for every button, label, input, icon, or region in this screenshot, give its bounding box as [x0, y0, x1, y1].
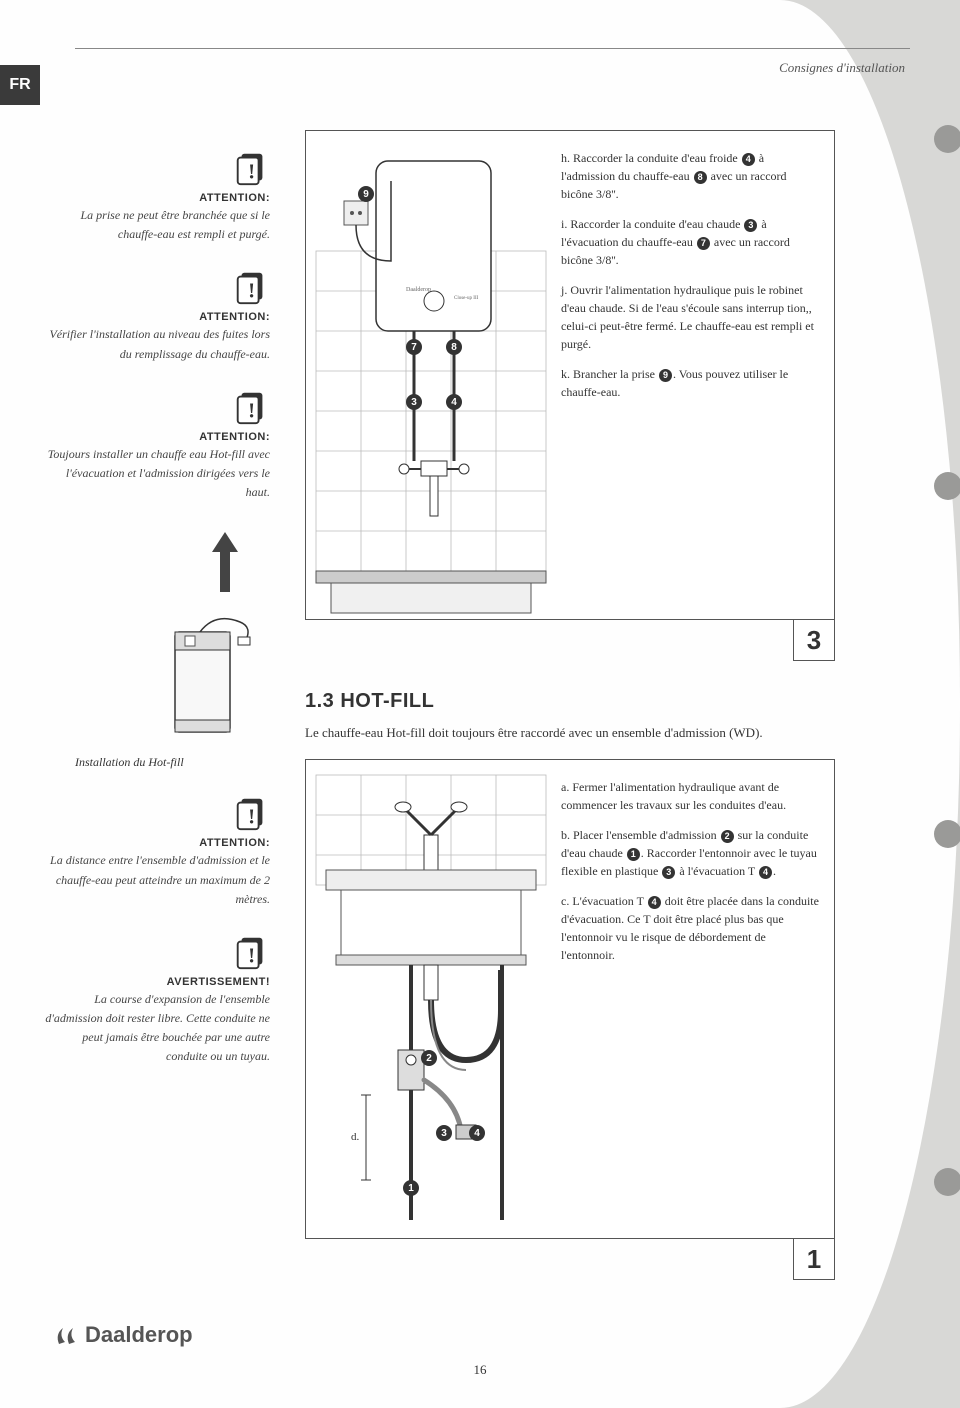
figure-1-box: d. 2 3 4 1 a. Fermer l'alimentation hydr…: [305, 759, 835, 1239]
manual-page: FR Consignes d'installation ! ATTENTION:…: [0, 0, 960, 1408]
attention-title: ATTENTION:: [45, 837, 270, 849]
svg-text:!: !: [248, 398, 255, 422]
language-tab: FR: [0, 65, 40, 105]
figure-3-text: h. Raccorder la conduite d'eau froide 4 …: [556, 131, 834, 619]
attention-icon: !: [232, 150, 270, 188]
figure-1-text: a. Fermer l'alimentation hydraulique ava…: [556, 760, 834, 1238]
figure-3-diagram: Daalderop Close-up III: [306, 131, 556, 619]
figure-number: 1: [793, 1238, 835, 1280]
header-rule: [75, 48, 910, 49]
warning-text: La course d'expansion de l'ensemble d'ad…: [45, 990, 270, 1067]
callout-9: 9: [358, 186, 374, 202]
attention-text: La distance entre l'ensemble d'admission…: [45, 851, 270, 909]
attention-title: ATTENTION:: [45, 192, 270, 204]
callout-2: 2: [421, 1050, 437, 1066]
logo-icon: [55, 1324, 81, 1346]
svg-text:Close-up III: Close-up III: [454, 296, 479, 301]
attention-block: ! ATTENTION: La prise ne peut être branc…: [45, 150, 270, 244]
thumb-dot: [934, 125, 960, 153]
svg-text:Daalderop: Daalderop: [406, 287, 431, 293]
svg-text:!: !: [248, 160, 255, 184]
figure-1-diagram: d. 2 3 4 1: [306, 760, 556, 1238]
main-content: Daalderop Close-up III: [305, 130, 880, 1249]
callout-3: 3: [406, 394, 422, 410]
svg-text:!: !: [248, 279, 255, 303]
callout-8: 8: [446, 339, 462, 355]
callout-3: 3: [436, 1125, 452, 1141]
attention-block: ! ATTENTION: Toujours installer un chauf…: [45, 389, 270, 503]
attention-icon: !: [232, 269, 270, 307]
thumb-dot: [934, 820, 960, 848]
brand-logo: Daalderop: [55, 1322, 193, 1348]
svg-text:!: !: [248, 805, 255, 829]
callout-4: 4: [469, 1125, 485, 1141]
attention-text: La prise ne peut être branchée que si le…: [45, 206, 270, 244]
figure-number: 3: [793, 619, 835, 661]
sidebar: ! ATTENTION: La prise ne peut être branc…: [45, 150, 270, 1092]
callout-4: 4: [446, 394, 462, 410]
svg-text:!: !: [248, 943, 255, 967]
attention-icon: !: [232, 389, 270, 427]
callout-7: 7: [406, 339, 422, 355]
attention-block: ! ATTENTION: La distance entre l'ensembl…: [45, 795, 270, 909]
attention-text: Vérifier l'installation au niveau des fu…: [45, 325, 270, 363]
arrow-up-icon: [210, 527, 240, 602]
hotfill-caption: Installation du Hot-fill: [75, 755, 270, 770]
attention-text: Toujours installer un chauffe eau Hot-fi…: [45, 445, 270, 503]
header-breadcrumb: Consignes d'installation: [779, 60, 905, 76]
attention-icon: !: [232, 795, 270, 833]
attention-title: ATTENTION:: [45, 311, 270, 323]
attention-icon: !: [232, 934, 270, 972]
attention-block: ! ATTENTION: Vérifier l'installation au …: [45, 269, 270, 363]
section-title: 1.3 HOT-FILL: [305, 690, 880, 713]
callout-1: 1: [403, 1180, 419, 1196]
attention-title: ATTENTION:: [45, 431, 270, 443]
thumb-dot: [934, 472, 960, 500]
svg-text:d.: d.: [351, 1131, 360, 1143]
hotfill-heater-illustration: [165, 612, 255, 747]
warning-title: AVERTISSEMENT!: [45, 976, 270, 988]
warning-block: ! AVERTISSEMENT! La course d'expansion d…: [45, 934, 270, 1067]
section-intro: Le chauffe-eau Hot-fill doit toujours êt…: [305, 725, 880, 741]
logo-text: Daalderop: [85, 1322, 193, 1348]
page-number: 16: [474, 1362, 487, 1378]
figure-3-box: Daalderop Close-up III: [305, 130, 835, 620]
thumb-dot: [934, 1168, 960, 1196]
